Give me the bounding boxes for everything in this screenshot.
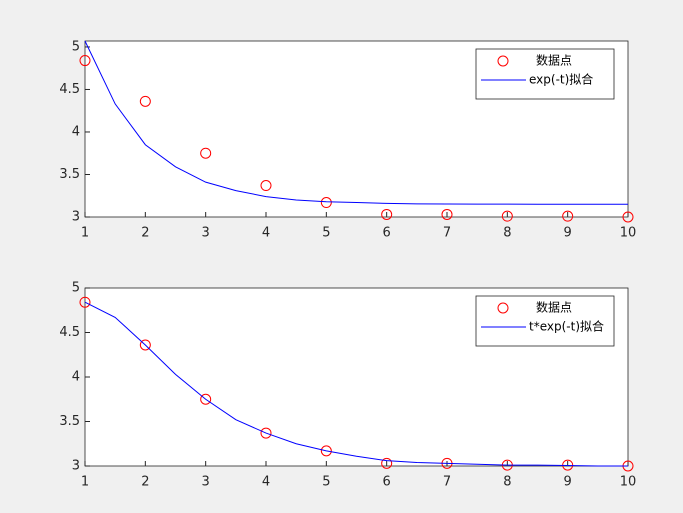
x-tick-label: 5 xyxy=(322,475,330,490)
data-point xyxy=(79,55,91,67)
x-tick-label: 8 xyxy=(503,226,511,241)
data-point xyxy=(501,210,513,222)
axes: 1 2 3 4 5 6 7 8 9 10 3 3.5 4 4.5 5 数据点 t*exp(-t)拟合 xyxy=(59,281,636,490)
y-tick-label: 3.5 xyxy=(59,414,80,429)
legend-marker xyxy=(497,302,509,314)
data-point xyxy=(622,211,634,223)
x-tick-label: 1 xyxy=(81,475,89,490)
data-point xyxy=(381,457,393,469)
data-point xyxy=(139,339,151,351)
data-point xyxy=(200,393,212,405)
x-tick-label: 4 xyxy=(262,475,270,490)
x-tick-label: 1 xyxy=(81,226,89,241)
x-tick-label: 6 xyxy=(383,475,391,490)
legend-label: 数据点 xyxy=(536,53,572,68)
x-tick-label: 2 xyxy=(141,475,149,490)
x-tick-label: 9 xyxy=(564,226,572,241)
x-tick-label: 7 xyxy=(443,226,451,241)
y-tick-label: 5 xyxy=(72,39,80,54)
y-tick-label: 4 xyxy=(72,124,80,139)
data-point xyxy=(79,296,91,308)
x-tick-label: 8 xyxy=(503,475,511,490)
y-tick-label: 4.5 xyxy=(59,82,80,97)
legend-label: t*exp(-t)拟合 xyxy=(529,319,604,334)
data-point xyxy=(441,208,453,220)
fit-line xyxy=(84,40,628,205)
x-tick-label: 4 xyxy=(262,226,270,241)
x-tick-label: 2 xyxy=(141,226,149,241)
x-tick-label: 6 xyxy=(383,226,391,241)
data-point xyxy=(320,197,332,209)
x-tick-label: 5 xyxy=(322,226,330,241)
data-point xyxy=(320,445,332,457)
fit-line xyxy=(84,301,628,467)
legend-label: 数据点 xyxy=(536,300,572,315)
data-point xyxy=(381,208,393,220)
x-tick-label: 10 xyxy=(620,226,637,241)
y-tick-label: 4.5 xyxy=(59,325,80,340)
x-tick-label: 3 xyxy=(202,475,210,490)
legend-label: exp(-t)拟合 xyxy=(529,72,593,87)
legend: 数据点 t*exp(-t)拟合 xyxy=(475,295,615,347)
y-tick-label: 5 xyxy=(72,281,80,296)
data-point xyxy=(260,180,272,192)
data-point xyxy=(260,427,272,439)
legend-marker xyxy=(497,55,509,67)
y-tick-label: 3.5 xyxy=(59,167,80,182)
x-tick-label: 3 xyxy=(202,226,210,241)
y-tick-label: 4 xyxy=(72,370,80,385)
x-tick-label: 9 xyxy=(564,475,572,490)
axes: 1 2 3 4 5 6 7 8 9 10 3 3.5 4 4.5 5 数据点 exp(-t)拟合 xyxy=(59,39,636,240)
data-point xyxy=(200,147,212,159)
y-tick-label: 3 xyxy=(72,459,80,474)
data-point xyxy=(139,95,151,107)
data-point xyxy=(562,210,574,222)
legend: 数据点 exp(-t)拟合 xyxy=(475,48,615,100)
x-tick-label: 7 xyxy=(443,475,451,490)
y-tick-label: 3 xyxy=(72,210,80,225)
x-tick-label: 10 xyxy=(620,475,637,490)
